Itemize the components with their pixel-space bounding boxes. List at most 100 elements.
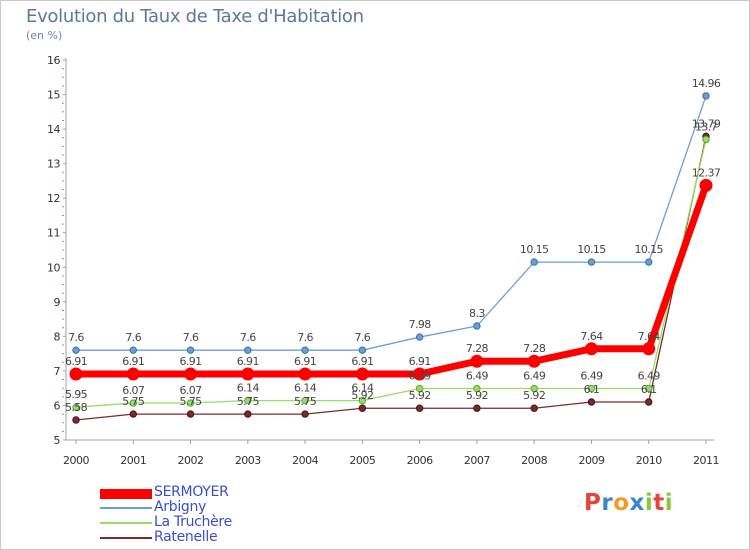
x-tick-label: 2005: [349, 454, 375, 467]
logo-letter: i: [664, 490, 674, 516]
x-tick-label: 2000: [63, 454, 89, 467]
data-point-sermoyer: [241, 367, 255, 381]
data-label: 7.98: [409, 318, 432, 331]
data-label: 6.1: [584, 383, 600, 396]
chart-title: Evolution du Taux de Taxe d'Habitation: [26, 6, 364, 27]
data-point-ratenelle: [358, 404, 367, 412]
data-point-arbigny: [72, 346, 80, 354]
data-point-sermoyer: [584, 342, 598, 356]
data-point-la-truchere: [129, 399, 137, 407]
legend-label-sermoyer: SERMOYER: [154, 484, 229, 500]
y-tick-label: 12: [47, 192, 60, 205]
x-tick-label: 2002: [178, 454, 204, 467]
axes: 5 6 7 8 9 10 11 12 13 14 15 16 2000 2001 2002 2003 2004 2…: [47, 54, 720, 467]
logo-letter: i: [644, 490, 654, 516]
data-point-ratenelle: [129, 410, 137, 418]
data-point-sermoyer: [355, 367, 369, 381]
data-label: 7.64: [638, 330, 661, 343]
data-point-la-truchere: [244, 396, 252, 405]
series-line-la-truchere: [75, 139, 707, 408]
data-label: 13.7: [695, 120, 718, 133]
data-label: 6.49: [466, 370, 489, 383]
data-point-sermoyer: [184, 367, 198, 381]
data-point-sermoyer: [470, 354, 484, 368]
data-point-arbigny: [702, 92, 710, 100]
data-label: 14.96: [692, 77, 721, 90]
legend-label-ratenelle: Ratenelle: [154, 529, 218, 545]
data-label: 6.49: [580, 370, 603, 383]
point-labels: 5.58 5.75 5.75 5.75 5.75 5.92 5.92 5.92 5.92 6.1 6…: [65, 77, 721, 414]
data-label: 7.6: [297, 331, 313, 344]
y-tick-label: 8: [54, 330, 61, 343]
legend-label-la-truchere: La Truchère: [154, 514, 232, 530]
data-label: 7.28: [466, 342, 489, 355]
data-label: 7.64: [580, 330, 603, 343]
y-tick-label: 7: [54, 365, 61, 378]
legend-swatch-ratenelle: [100, 537, 152, 539]
y-tick-label: 11: [47, 227, 60, 240]
data-point-arbigny: [129, 346, 137, 354]
y-tick-label: 6: [54, 399, 61, 412]
data-label: 7.6: [355, 331, 371, 344]
data-point-la-truchere: [186, 399, 195, 407]
legend-label-arbigny: Arbigny: [154, 499, 207, 515]
data-label: 10.15: [577, 243, 606, 256]
data-point-sermoyer: [699, 178, 713, 192]
x-tick-label: 2007: [464, 454, 490, 467]
data-label: 5.75: [237, 395, 260, 408]
data-label: 6.1: [641, 383, 657, 396]
y-tick-label: 13: [47, 158, 60, 171]
data-label: 6.91: [409, 355, 431, 368]
data-label: 5.92: [351, 389, 373, 402]
data-point-ratenelle: [186, 410, 195, 418]
y-tick-label: 15: [47, 89, 60, 102]
unit-label: (en %): [26, 29, 63, 42]
data-point-arbigny: [186, 346, 195, 354]
data-label: 5.92: [409, 389, 431, 402]
data-point-la-truchere: [358, 396, 367, 405]
data-label: 7.6: [183, 331, 199, 344]
data-label: 6.91: [65, 355, 87, 368]
data-label: 12.37: [692, 166, 721, 179]
data-label: 10.15: [634, 243, 663, 256]
x-tick-label: 2004: [292, 454, 318, 467]
data-point-ratenelle: [530, 404, 538, 412]
data-point-la-truchere: [530, 384, 538, 393]
y-tick-label: 10: [47, 261, 60, 274]
data-point-arbigny: [530, 258, 538, 266]
legend-swatch-sermoyer: [100, 489, 152, 499]
series-line-arbigny: [76, 95, 707, 351]
data-point-arbigny: [301, 346, 309, 354]
y-tick-label: 14: [47, 123, 60, 136]
data-point-ratenelle: [587, 398, 596, 406]
proxiti-logo: Proxiti: [584, 490, 673, 516]
x-tick-label: 2010: [636, 454, 662, 467]
data-label: 6.07: [122, 384, 145, 397]
x-tick-label: 2001: [120, 454, 146, 467]
data-point-sermoyer: [69, 367, 83, 381]
x-tick-label: 2009: [578, 454, 604, 467]
data-point-sermoyer: [527, 354, 541, 368]
data-point-la-truchere: [587, 384, 596, 393]
data-label: 5.75: [179, 395, 202, 408]
x-tick-label: 2006: [407, 454, 433, 467]
data-point-ratenelle: [301, 410, 309, 418]
data-point-la-truchere: [415, 384, 424, 393]
data-point-sermoyer: [642, 342, 656, 356]
data-label: 5.58: [65, 401, 88, 414]
data-label: 5.95: [65, 388, 88, 401]
data-point-sermoyer: [126, 367, 140, 381]
data-label: 6.14: [351, 382, 374, 395]
data-point-la-truchere: [473, 384, 481, 393]
x-tick-label: 2011: [693, 454, 719, 467]
data-label: 6.91: [294, 355, 316, 368]
data-point-arbigny: [244, 346, 252, 354]
data-label: 6.49: [523, 370, 546, 383]
x-tick-label: 2008: [521, 454, 547, 467]
data-point-la-truchere: [72, 403, 80, 411]
legend-swatch-la-truchere: [100, 522, 152, 524]
data-label: 6.91: [179, 355, 201, 368]
data-label: 6.14: [294, 382, 317, 395]
data-label: 5.92: [466, 389, 488, 402]
